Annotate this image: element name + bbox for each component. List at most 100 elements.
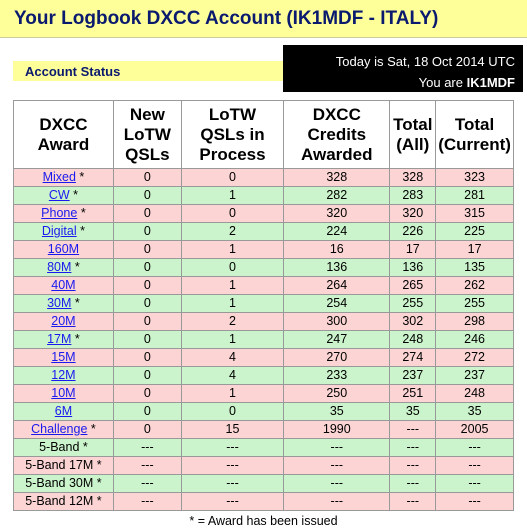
- header-line: DXCC: [312, 104, 361, 124]
- table-row: Mixed * 0 0 328 328 323: [13, 168, 514, 187]
- award-cell: 5-Band 17M *: [13, 456, 114, 475]
- value-cell: 246: [435, 330, 514, 349]
- value-cell: ---: [435, 456, 514, 475]
- value-cell: 315: [435, 204, 514, 223]
- value-cell: 281: [435, 186, 514, 205]
- award-name: 5-Band: [39, 440, 80, 454]
- value-cell: 0: [180, 258, 285, 277]
- award-link[interactable]: Challenge: [31, 422, 88, 436]
- table-row: 15M 0 4 270 274 272: [13, 348, 514, 367]
- value-cell: 0: [112, 420, 182, 439]
- value-cell: 282: [283, 186, 391, 205]
- value-cell: 237: [435, 366, 514, 385]
- value-cell: 270: [283, 348, 391, 367]
- value-cell: 1: [180, 186, 285, 205]
- value-cell: 250: [283, 384, 391, 403]
- award-cell: 5-Band *: [13, 438, 114, 457]
- value-cell: 0: [112, 384, 182, 403]
- value-cell: 224: [283, 222, 391, 241]
- header-line: DXCC: [39, 114, 88, 134]
- value-cell: 233: [283, 366, 391, 385]
- column-header: Total (Current): [435, 100, 514, 169]
- header-row: DXCC Award New LoTW QSLs LoTW QSLs in Process DX…: [13, 100, 514, 169]
- value-cell: 254: [283, 294, 391, 313]
- award-link[interactable]: Digital: [41, 224, 77, 238]
- award-table: DXCC Award New LoTW QSLs LoTW QSLs in Process DX…: [13, 100, 514, 511]
- value-cell: 0: [112, 348, 182, 367]
- issued-mark: *: [73, 188, 79, 202]
- value-cell: 135: [435, 258, 514, 277]
- section-title: Account Status: [13, 61, 285, 81]
- award-cell: Mixed *: [13, 168, 114, 187]
- value-cell: 4: [180, 348, 285, 367]
- value-cell: 247: [283, 330, 391, 349]
- header-line: LoTW: [123, 124, 171, 144]
- value-cell: ---: [180, 456, 285, 475]
- award-cell: 5-Band 30M *: [13, 474, 114, 493]
- value-cell: 328: [389, 168, 437, 187]
- value-cell: 0: [112, 330, 182, 349]
- value-cell: 17: [435, 240, 514, 259]
- value-cell: 251: [389, 384, 437, 403]
- value-cell: ---: [180, 474, 285, 493]
- award-link[interactable]: 6M: [54, 404, 73, 418]
- award-link[interactable]: 10M: [51, 386, 76, 400]
- value-cell: ---: [389, 420, 437, 439]
- award-link[interactable]: 80M: [47, 260, 72, 274]
- award-link[interactable]: 30M: [47, 296, 72, 310]
- user-prefix: You are: [418, 75, 463, 90]
- value-cell: 35: [283, 402, 391, 421]
- value-cell: ---: [283, 438, 391, 457]
- value-cell: 323: [435, 168, 514, 187]
- table-row: 5-Band 12M * --- --- --- --- ---: [13, 492, 514, 511]
- value-cell: 0: [112, 402, 182, 421]
- value-cell: 136: [389, 258, 437, 277]
- value-cell: 0: [112, 168, 182, 187]
- award-link[interactable]: 40M: [51, 278, 76, 292]
- table-row: 160M 0 1 16 17 17: [13, 240, 514, 259]
- award-link[interactable]: Mixed: [42, 170, 76, 184]
- header-line: Total: [454, 114, 495, 134]
- value-cell: ---: [112, 438, 182, 457]
- value-cell: 248: [389, 330, 437, 349]
- award-cell: CW *: [13, 186, 114, 205]
- issued-mark: *: [74, 260, 80, 274]
- award-cell: 20M: [13, 312, 114, 331]
- award-cell: Challenge *: [13, 420, 114, 439]
- award-link[interactable]: 160M: [47, 242, 80, 256]
- value-cell: ---: [389, 456, 437, 475]
- value-cell: 0: [112, 366, 182, 385]
- value-cell: ---: [389, 474, 437, 493]
- award-link[interactable]: 17M: [47, 332, 72, 346]
- award-link[interactable]: Phone: [41, 206, 78, 220]
- date: Today is Sat, 18 Oct 2014 UTC: [335, 54, 515, 69]
- award-name: 5-Band 17M: [25, 458, 94, 472]
- value-cell: 1: [180, 294, 285, 313]
- value-cell: ---: [435, 438, 514, 457]
- user-line: You are IK1MDF: [283, 72, 515, 93]
- award-name: 5-Band 30M: [25, 476, 94, 490]
- award-link[interactable]: 15M: [51, 350, 76, 364]
- value-cell: 1: [180, 276, 285, 295]
- value-cell: 0: [180, 168, 285, 187]
- value-cell: 226: [389, 222, 437, 241]
- award-link[interactable]: CW: [48, 188, 70, 202]
- value-cell: 0: [112, 258, 182, 277]
- value-cell: 255: [389, 294, 437, 313]
- value-cell: 1990: [283, 420, 391, 439]
- award-link[interactable]: 20M: [51, 314, 76, 328]
- value-cell: 15: [180, 420, 285, 439]
- value-cell: ---: [435, 492, 514, 511]
- column-header: DXCC Credits Awarded: [283, 100, 391, 169]
- award-cell: 12M: [13, 366, 114, 385]
- value-cell: 255: [435, 294, 514, 313]
- value-cell: 0: [180, 204, 285, 223]
- award-cell: Digital *: [13, 222, 114, 241]
- issued-mark: *: [79, 170, 85, 184]
- table-row: 80M * 0 0 136 136 135: [13, 258, 514, 277]
- issued-mark: *: [96, 458, 102, 472]
- table-row: Digital * 0 2 224 226 225: [13, 222, 514, 241]
- award-link[interactable]: 12M: [51, 368, 76, 382]
- header-line: Total: [393, 114, 433, 134]
- footnote: * = Award has been issued: [189, 514, 338, 528]
